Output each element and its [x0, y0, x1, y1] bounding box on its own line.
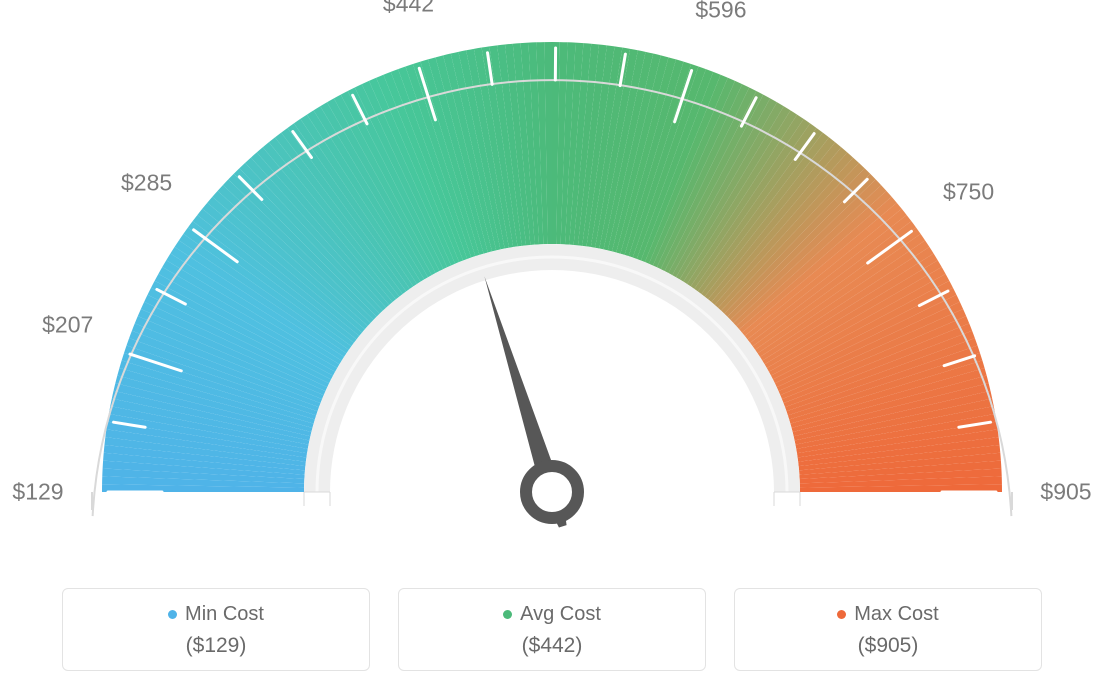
gauge-tick-label: $442 — [383, 0, 434, 17]
legend-value-avg: ($442) — [399, 634, 705, 658]
gauge-tick-label: $285 — [121, 169, 172, 196]
gauge-tick-label: $596 — [695, 0, 746, 24]
legend-label-text: Avg Cost — [520, 603, 601, 626]
gauge-tick-label: $905 — [1040, 479, 1091, 506]
gauge-tick-label: $750 — [943, 179, 994, 206]
bullet-max-icon — [837, 610, 846, 619]
legend-card-min: Min Cost ($129) — [62, 588, 370, 671]
gauge-chart: $129 $207 $285 $442 $596 $750 $905 — [0, 0, 1104, 560]
bullet-min-icon — [168, 610, 177, 619]
legend-label-text: Min Cost — [185, 603, 264, 626]
legend-label-max: Max Cost — [735, 603, 1041, 626]
legend-value-max: ($905) — [735, 634, 1041, 658]
legend-card-max: Max Cost ($905) — [734, 588, 1042, 671]
legend-value-min: ($129) — [63, 634, 369, 658]
gauge-svg — [0, 0, 1104, 560]
legend-label-text: Max Cost — [854, 603, 938, 626]
legend-label-avg: Avg Cost — [399, 603, 705, 626]
gauge-tick-label: $207 — [42, 311, 93, 338]
legend-label-min: Min Cost — [63, 603, 369, 626]
legend-row: Min Cost ($129) Avg Cost ($442) Max Cost… — [0, 588, 1104, 671]
bullet-avg-icon — [503, 610, 512, 619]
gauge-tick-label: $129 — [12, 479, 63, 506]
legend-card-avg: Avg Cost ($442) — [398, 588, 706, 671]
